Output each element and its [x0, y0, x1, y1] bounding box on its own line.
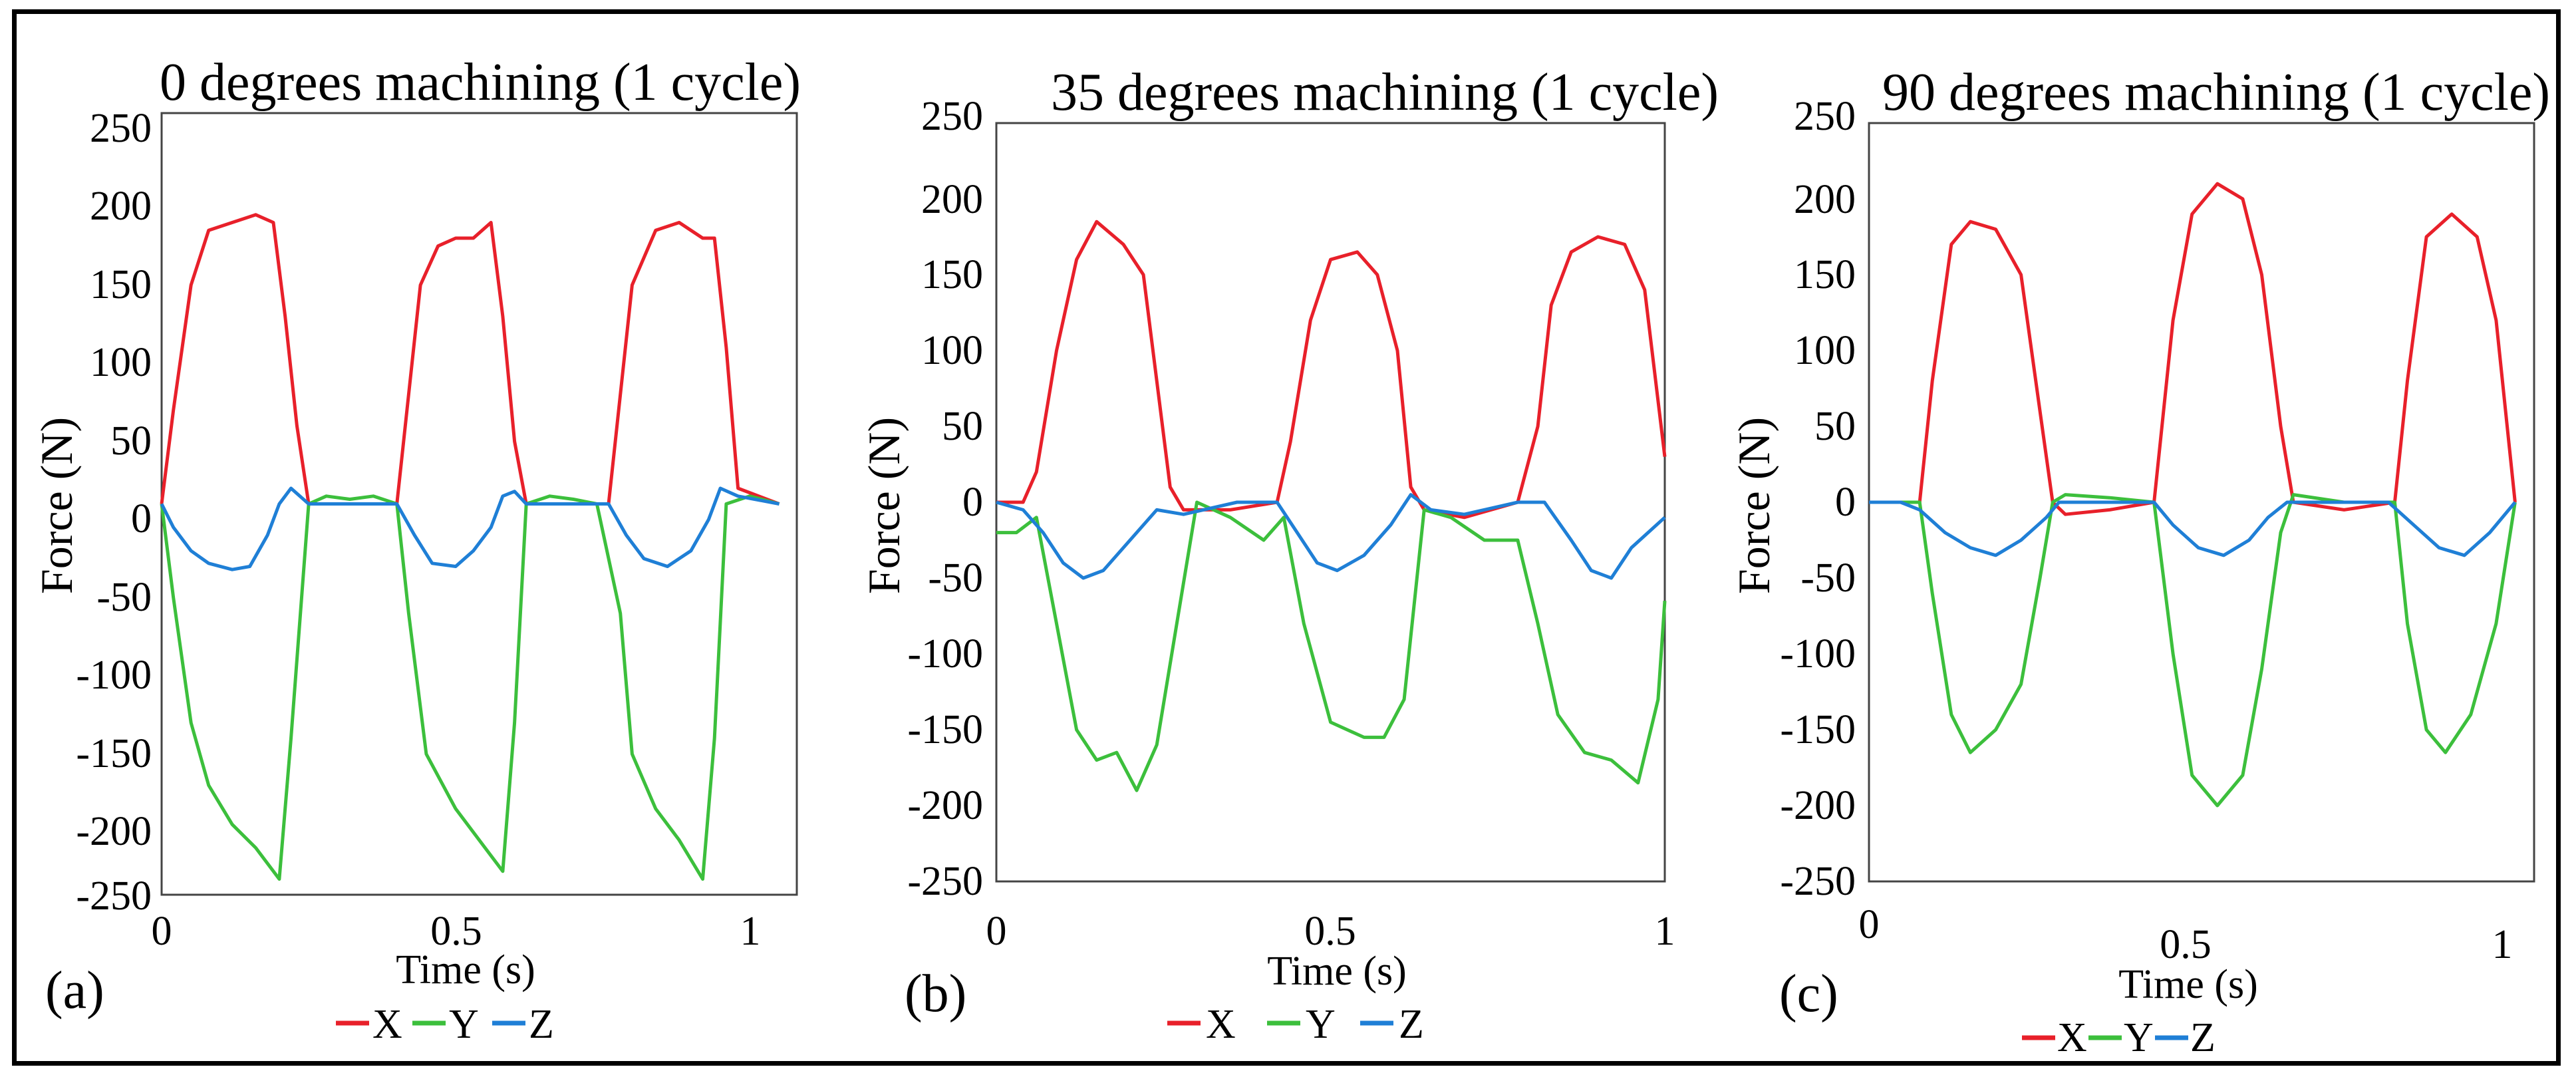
- panel-b-yticks: 250 200 150 100 50 0 -50 -100 -150 -200 …: [907, 94, 983, 904]
- series-line-y: [160, 494, 780, 881]
- y-tick-label: -250: [1780, 859, 1856, 904]
- panel-a-plot: [160, 213, 780, 881]
- y-tick-label: 250: [921, 94, 983, 139]
- y-tick-label: 100: [1794, 328, 1856, 373]
- legend-label-x: X: [372, 1002, 402, 1047]
- x-tick-label: 0: [986, 909, 1007, 954]
- y-tick-label: -150: [76, 731, 152, 776]
- y-tick-label: -50: [928, 555, 983, 601]
- panel-b-label: (b): [905, 965, 966, 1023]
- legend-label-y: Y: [449, 1002, 479, 1047]
- panel-c-axes: [1868, 122, 2535, 883]
- y-tick-label: 200: [921, 177, 983, 222]
- panel-a-axes: [160, 112, 798, 896]
- y-tick-label: 200: [1794, 177, 1856, 222]
- legend-label-x: X: [2057, 1015, 2087, 1060]
- series-line-z: [160, 486, 780, 571]
- y-tick-label: 50: [942, 404, 983, 449]
- x-tick-label: 0.5: [1304, 909, 1356, 954]
- x-tick-label: 0.5: [430, 909, 482, 954]
- legend-label-z: Z: [529, 1002, 554, 1047]
- panel-c-title: 90 degrees machining (1 cycle): [1882, 63, 2550, 122]
- panel-c-xlabel: Time (s): [2118, 962, 2258, 1007]
- x-tick-label: 1: [2492, 922, 2513, 967]
- panel-b-xticks: 0 0.5 1: [986, 909, 1675, 954]
- panel-b-ylabel: Force (N): [859, 417, 909, 594]
- series-line-y: [996, 500, 1667, 792]
- y-tick-label: 100: [921, 328, 983, 373]
- y-tick-label: -50: [96, 575, 152, 620]
- y-tick-label: -50: [1800, 555, 1856, 601]
- y-tick-label: 0: [1835, 480, 1856, 525]
- panel-c-label: (c): [1779, 965, 1838, 1023]
- panel-b: 35 degrees machining (1 cycle) 250 200 1…: [859, 63, 1719, 1047]
- y-tick-label: 0: [962, 480, 983, 525]
- panel-b-plot: [996, 220, 1667, 792]
- y-tick-label: -200: [76, 809, 152, 854]
- y-tick-label: -150: [907, 707, 983, 752]
- series-line-z: [996, 493, 1666, 580]
- series-line-x: [996, 220, 1667, 520]
- panel-c-legend: X Y Z: [2022, 1015, 2216, 1060]
- y-tick-label: -100: [907, 631, 983, 677]
- panel-b-title: 35 degrees machining (1 cycle): [1051, 63, 1719, 122]
- y-tick-label: -250: [76, 873, 152, 919]
- panel-b-axes: [995, 122, 1666, 883]
- y-tick-label: -200: [907, 783, 983, 828]
- y-tick-label: 250: [1794, 94, 1856, 139]
- x-tick-label: 0: [1859, 902, 1880, 947]
- x-tick-label: 1: [740, 909, 761, 954]
- y-tick-label: -100: [76, 653, 152, 698]
- series-line-y: [1869, 493, 2517, 808]
- x-tick-label: 1: [1655, 909, 1675, 954]
- legend-label-y: Y: [2124, 1015, 2154, 1060]
- panel-a-title: 0 degrees machining (1 cycle): [160, 53, 801, 112]
- legend-label-z: Z: [1399, 1002, 1424, 1047]
- y-tick-label: 50: [1814, 404, 1856, 449]
- x-tick-label: 0: [152, 909, 172, 954]
- panel-c: 90 degrees machining (1 cycle) 250 200 1…: [1729, 63, 2550, 1060]
- y-tick-label: 0: [131, 496, 152, 541]
- panel-a-xticks: 0 0.5 1: [152, 909, 761, 954]
- series-line-x: [160, 213, 780, 506]
- panel-a: 0 degrees machining (1 cycle) 250 200 15…: [31, 53, 801, 1047]
- legend-label-y: Y: [1306, 1002, 1336, 1047]
- figure-frame: [12, 9, 2561, 1066]
- legend-label-z: Z: [2190, 1015, 2216, 1060]
- panel-c-xticks: 0 0.5 1: [1859, 902, 2513, 967]
- y-tick-label: 150: [90, 262, 152, 307]
- panel-b-xlabel: Time (s): [1267, 949, 1407, 994]
- y-tick-label: -250: [907, 859, 983, 904]
- y-tick-label: -150: [1780, 707, 1856, 752]
- y-tick-label: -200: [1780, 783, 1856, 828]
- y-tick-label: 150: [1794, 252, 1856, 297]
- y-tick-label: 100: [90, 340, 152, 385]
- series-line-z: [1869, 500, 2517, 557]
- panel-a-ylabel: Force (N): [31, 417, 82, 594]
- panel-a-legend: X Y Z: [336, 1002, 554, 1047]
- y-tick-label: -100: [1780, 631, 1856, 677]
- panel-a-label: (a): [45, 961, 104, 1020]
- y-tick-label: 200: [90, 184, 152, 229]
- panel-c-yticks: 250 200 150 100 50 0 -50 -100 -150 -200 …: [1780, 94, 1856, 904]
- panel-c-ylabel: Force (N): [1729, 417, 1779, 594]
- panel-b-legend: X Y Z: [1167, 1002, 1424, 1047]
- y-tick-label: 50: [110, 418, 152, 464]
- x-tick-label: 0.5: [2160, 922, 2212, 967]
- y-tick-label: 250: [90, 106, 152, 151]
- series-line-x: [1869, 182, 2517, 516]
- legend-label-x: X: [1206, 1002, 1236, 1047]
- panel-a-xlabel: Time (s): [396, 947, 535, 993]
- y-tick-label: 150: [921, 252, 983, 297]
- panel-a-yticks: 250 200 150 100 50 0 -50 -100 -150 -200 …: [76, 106, 152, 919]
- panel-c-plot: [1869, 182, 2517, 808]
